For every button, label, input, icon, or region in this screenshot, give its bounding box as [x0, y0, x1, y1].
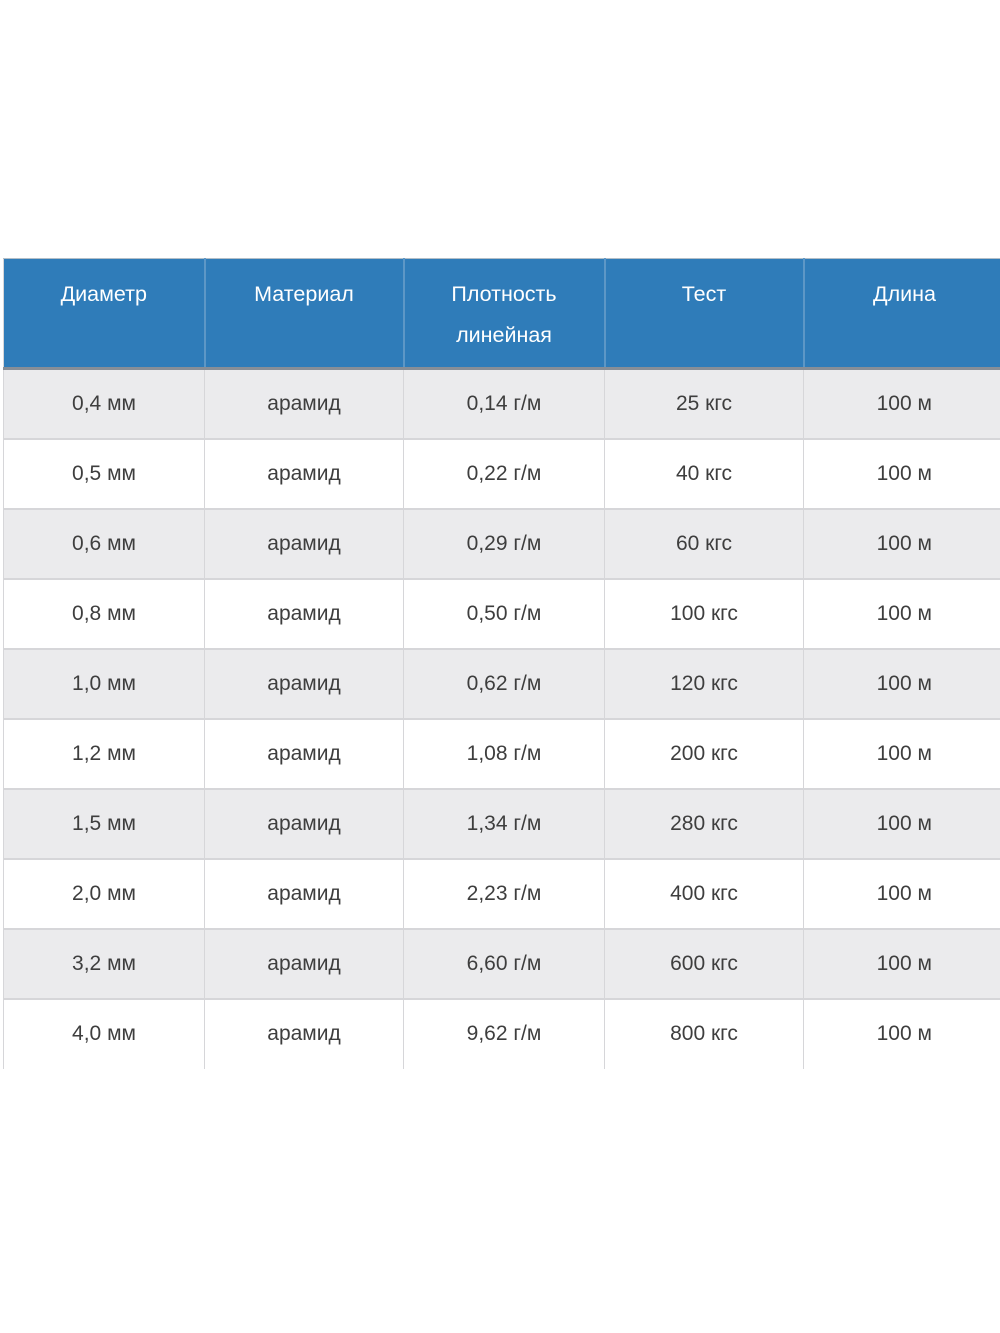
table-body: 0,4 мм арамид 0,14 г/м 25 кгс 100 м 0,5 мм ара…: [3, 368, 1000, 1069]
table-cell: 0,29 г/м: [403, 508, 605, 580]
table-cell: 0,62 г/м: [403, 648, 605, 720]
table-row: 1,0 мм арамид 0,62 г/м 120 кгс 100 м: [3, 648, 1000, 720]
table-cell: 100 кгс: [604, 578, 804, 650]
table-cell: 9,62 г/м: [403, 998, 605, 1069]
spec-table-container: Диаметр Материал Плотность линейная Тест…: [3, 258, 1000, 1069]
table-cell: 100 м: [803, 788, 1000, 860]
table-row: 3,2 мм арамид 6,60 г/м 600 кгс 100 м: [3, 928, 1000, 1000]
column-header-linear-density: Плотность линейная: [403, 258, 606, 370]
table-cell: 6,60 г/м: [403, 928, 605, 1000]
table-cell: 60 кгс: [604, 508, 804, 580]
spec-table-header: Диаметр Материал Плотность линейная Тест…: [3, 258, 1000, 370]
table-cell: 2,0 мм: [3, 858, 205, 930]
header-row: Диаметр Материал Плотность линейная Тест…: [3, 258, 1000, 370]
table-cell: 0,5 мм: [3, 438, 205, 510]
column-header-length: Длина: [803, 258, 1000, 370]
table-cell: арамид: [204, 718, 404, 790]
table-cell: 1,2 мм: [3, 718, 205, 790]
table-row: 2,0 мм арамид 2,23 г/м 400 кгс 100 м: [3, 858, 1000, 930]
table-cell: 800 кгс: [604, 998, 804, 1069]
table-cell: арамид: [204, 368, 404, 440]
table-cell: 120 кгс: [604, 648, 804, 720]
table-row: 1,2 мм арамид 1,08 г/м 200 кгс 100 м: [3, 718, 1000, 790]
table-cell: 100 м: [803, 368, 1000, 440]
table-cell: 0,6 мм: [3, 508, 205, 580]
table-cell: арамид: [204, 788, 404, 860]
table-cell: 100 м: [803, 648, 1000, 720]
table-cell: 0,8 мм: [3, 578, 205, 650]
table-cell: арамид: [204, 648, 404, 720]
table-cell: 0,4 мм: [3, 368, 205, 440]
table-cell: 1,5 мм: [3, 788, 205, 860]
table-row: 0,6 мм арамид 0,29 г/м 60 кгс 100 м: [3, 508, 1000, 580]
table-cell: 2,23 г/м: [403, 858, 605, 930]
table-cell: 1,08 г/м: [403, 718, 605, 790]
table-row: 0,8 мм арамид 0,50 г/м 100 кгс 100 м: [3, 578, 1000, 650]
table-cell: 100 м: [803, 438, 1000, 510]
table-cell: 25 кгс: [604, 368, 804, 440]
table-cell: 0,22 г/м: [403, 438, 605, 510]
table-cell: 100 м: [803, 508, 1000, 580]
table-cell: 100 м: [803, 928, 1000, 1000]
table-cell: арамид: [204, 998, 404, 1069]
table-cell: 100 м: [803, 858, 1000, 930]
table-cell: 100 м: [803, 998, 1000, 1069]
table-cell: 600 кгс: [604, 928, 804, 1000]
table-cell: 4,0 мм: [3, 998, 205, 1069]
column-header-test: Тест: [604, 258, 805, 370]
table-cell: 1,34 г/м: [403, 788, 605, 860]
spec-table: Диаметр Материал Плотность линейная Тест…: [3, 258, 1000, 1069]
table-cell: арамид: [204, 578, 404, 650]
table-row: 1,5 мм арамид 1,34 г/м 280 кгс 100 м: [3, 788, 1000, 860]
table-cell: 100 м: [803, 718, 1000, 790]
table-cell: 3,2 мм: [3, 928, 205, 1000]
table-cell: 400 кгс: [604, 858, 804, 930]
table-row: 0,4 мм арамид 0,14 г/м 25 кгс 100 м: [3, 368, 1000, 440]
table-cell: 0,50 г/м: [403, 578, 605, 650]
table-cell: арамид: [204, 508, 404, 580]
table-cell: 200 кгс: [604, 718, 804, 790]
table-cell: арамид: [204, 928, 404, 1000]
table-cell: арамид: [204, 438, 404, 510]
column-header-diameter: Диаметр: [3, 258, 206, 370]
column-header-material: Материал: [204, 258, 405, 370]
table-cell: 100 м: [803, 578, 1000, 650]
table-cell: арамид: [204, 858, 404, 930]
table-row: 4,0 мм арамид 9,62 г/м 800 кгс 100 м: [3, 998, 1000, 1069]
table-row: 0,5 мм арамид 0,22 г/м 40 кгс 100 м: [3, 438, 1000, 510]
table-cell: 1,0 мм: [3, 648, 205, 720]
table-cell: 40 кгс: [604, 438, 804, 510]
table-cell: 0,14 г/м: [403, 368, 605, 440]
table-cell: 280 кгс: [604, 788, 804, 860]
